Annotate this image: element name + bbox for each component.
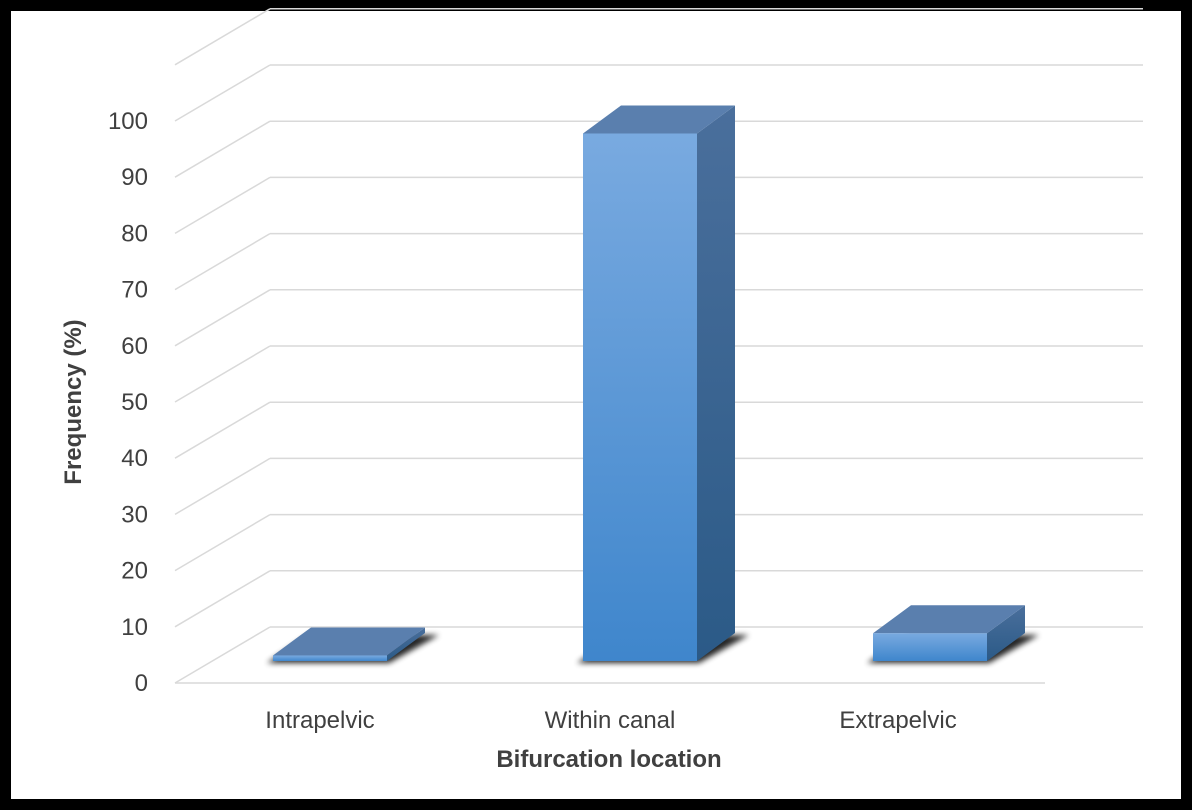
y-tick-label: 90 xyxy=(121,164,148,191)
gridline-depth xyxy=(174,232,271,291)
gridline-depth xyxy=(174,176,271,235)
gridline-depth xyxy=(174,570,271,628)
gridline-depth xyxy=(174,513,271,572)
bar xyxy=(577,105,749,663)
bar-side xyxy=(987,605,1025,661)
y-tick-label: 20 xyxy=(121,558,148,585)
y-tick-label: 70 xyxy=(121,277,148,304)
gridline-depth xyxy=(174,120,271,178)
bar-front xyxy=(583,133,697,661)
gridline-depth xyxy=(174,457,271,516)
gridline-depth xyxy=(174,8,271,66)
gridline-depth xyxy=(174,345,271,403)
y-tick-label: 10 xyxy=(121,614,148,641)
bar-front xyxy=(873,633,987,661)
bar-side xyxy=(387,627,425,661)
bar-top xyxy=(273,627,425,656)
y-tick-label: 80 xyxy=(121,220,148,247)
x-category-label: Within canal xyxy=(545,707,676,734)
bars xyxy=(267,105,1039,663)
y-tick-labels: 0 10 20 30 40 50 60 70 80 90 100 xyxy=(108,108,148,697)
x-axis-title: Bifurcation location xyxy=(496,746,721,773)
y-tick-label: 100 xyxy=(108,108,148,135)
y-tick-label: 40 xyxy=(121,445,148,472)
y-tick-label: 60 xyxy=(121,333,148,360)
gridline-depth xyxy=(174,289,271,347)
gridline-depth xyxy=(174,626,271,684)
gridline-depth xyxy=(174,401,271,459)
x-category-label: Intrapelvic xyxy=(265,707,374,734)
bar xyxy=(267,627,439,663)
y-tick-label: 0 xyxy=(135,670,148,697)
bar-front xyxy=(273,655,387,661)
bar-side xyxy=(697,105,735,662)
y-tick-label: 30 xyxy=(121,501,148,528)
bar-top xyxy=(583,105,735,134)
y-axis-title: Frequency (%) xyxy=(60,319,87,484)
gridline-depth xyxy=(174,64,271,122)
bar-top xyxy=(873,605,1025,634)
bar xyxy=(867,605,1039,663)
x-category-label: Extrapelvic xyxy=(839,707,956,734)
x-category-labels: Intrapelvic Within canal Extrapelvic xyxy=(265,707,956,734)
y-tick-label: 50 xyxy=(121,389,148,416)
